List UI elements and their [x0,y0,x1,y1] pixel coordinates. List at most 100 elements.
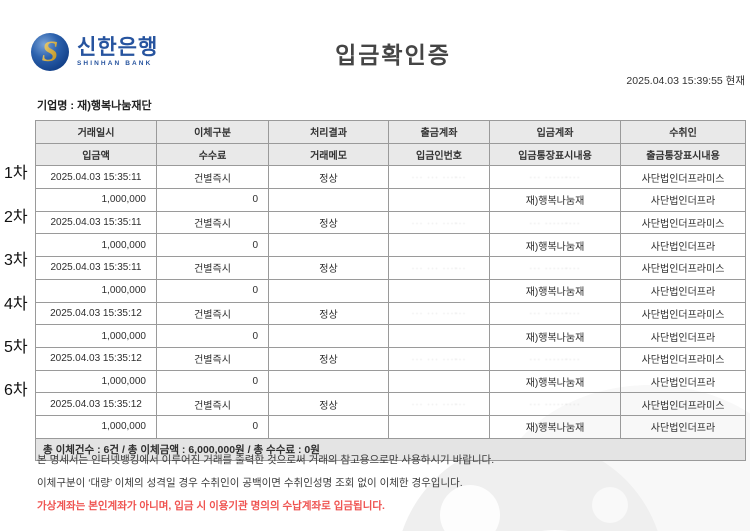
col-header-fee: 수수료 [156,142,269,167]
bank-logo-icon: S [31,33,69,71]
cell-datetime: 2025.04.03 15:35:11 [35,256,157,280]
cell-payer-number [388,233,490,258]
table-row: 2025.04.03 15:35:12 건별즉시 정상 ··· ··· ···-… [35,301,746,326]
cell-deposit-passbook: 재)행복나눔재 [489,188,621,212]
cell-deposit-account: ··· ·····-··· [489,392,621,416]
cell-datetime: 2025.04.03 15:35:12 [35,301,157,326]
cell-withdraw-account: ··· ··· ···-·· [388,346,490,371]
cell-result: 정상 [268,392,389,416]
cell-withdraw-passbook: 사단법인더프라 [620,278,746,303]
transaction-table: 거래일시 이체구분 처리결과 출금계좌 입금계좌 수취인 입금액 수수료 거래메… [35,120,746,462]
cell-withdraw-account: ··· ··· ···-·· [388,301,490,326]
col-header-payee: 수취인 [620,120,746,144]
cell-amount: 1,000,000 [35,369,157,394]
cell-fee: 0 [156,414,269,439]
cell-deposit-account: ··· ·····-··· [489,210,621,235]
cell-withdraw-account: ··· ··· ···-·· [388,165,490,190]
cell-transfer-type: 건별즉시 [156,256,269,280]
cell-withdraw-account: ··· ··· ···-·· [388,210,490,235]
col-header-amount: 입금액 [35,142,157,167]
cell-deposit-account: ··· ·····-··· [489,301,621,326]
col-header-deposit-account: 입금계좌 [489,120,621,144]
cell-datetime: 2025.04.03 15:35:11 [35,165,157,190]
cell-memo [268,369,389,394]
cell-datetime: 2025.04.03 15:35:12 [35,392,157,416]
cell-payee: 사단법인더프라미스 [620,256,746,280]
cell-fee: 0 [156,188,269,212]
bank-name-en: SHINHAN BANK [77,59,153,67]
col-header-memo: 거래메모 [268,142,389,167]
table-row: 1,000,000 0 재)행복나눔재 사단법인더프라 [35,188,746,212]
table-row: 1,000,000 0 재)행복나눔재 사단법인더프라 [35,324,746,348]
cell-transfer-type: 건별즉시 [156,210,269,235]
cell-datetime: 2025.04.03 15:35:12 [35,346,157,371]
col-header-deposit-passbook: 입금통장표시내용 [489,142,621,167]
cell-deposit-account: ··· ·····-··· [489,165,621,190]
cell-memo [268,233,389,258]
cell-payee: 사단법인더프라미스 [620,165,746,190]
cell-payer-number [388,188,490,212]
cell-fee: 0 [156,233,269,258]
footer-note-warning: 가상계좌는 본인계좌가 아니며, 입금 시 이용기관 명의의 수납계좌로 입금됩… [37,500,385,512]
cell-fee: 0 [156,278,269,303]
shinhan-logo: S 신한은행 SHINHAN BANK [30,32,158,72]
table-row: 2025.04.03 15:35:12 건별즉시 정상 ··· ··· ···-… [35,346,746,371]
cell-deposit-passbook: 재)행복나눔재 [489,369,621,394]
cell-result: 정상 [268,210,389,235]
table-row: 1,000,000 0 재)행복나눔재 사단법인더프라 [35,233,746,258]
cell-transfer-type: 건별즉시 [156,301,269,326]
company-name: 기업명 : 재)행복나눔재단 [37,100,152,112]
totals-row: 총 이체건수 : 6건 / 총 이체금액 : 6,000,000원 / 총 수수… [35,437,746,462]
footer-notes: 본 명세서는 인터넷뱅킹에서 이루어진 거래를 출력한 것으로써 거래의 참고용… [37,454,494,513]
cell-amount: 1,000,000 [35,414,157,439]
cell-deposit-passbook: 재)행복나눔재 [489,414,621,439]
col-header-result: 처리결과 [268,120,389,144]
cell-payee: 사단법인더프라미스 [620,346,746,371]
cell-memo [268,414,389,439]
table-row: 2025.04.03 15:35:12 건별즉시 정상 ··· ··· ···-… [35,392,746,416]
cell-withdraw-account: ··· ··· ···-·· [388,392,490,416]
cell-transfer-type: 건별즉시 [156,392,269,416]
row-label: 5차 [4,339,28,356]
page-title: 입금확인증 [335,42,451,68]
footer-note-1: 본 명세서는 인터넷뱅킹에서 이루어진 거래를 출력한 것으로써 거래의 참고용… [37,454,495,466]
table-row: 2025.04.03 15:35:11 건별즉시 정상 ··· ··· ···-… [35,210,746,235]
cell-fee: 0 [156,369,269,394]
cell-deposit-passbook: 재)행복나눔재 [489,324,621,348]
table-row: 2025.04.03 15:35:11 건별즉시 정상 ··· ··· ···-… [35,256,746,280]
cell-withdraw-passbook: 사단법인더프라 [620,233,746,258]
row-label: 6차 [4,382,28,400]
table-header-row-primary: 거래일시 이체구분 처리결과 출금계좌 입금계좌 수취인 [35,120,746,144]
cell-payee: 사단법인더프라미스 [620,392,746,416]
table-row: 2025.04.03 15:35:11 건별즉시 정상 ··· ··· ···-… [35,165,746,190]
svg-text:S: S [42,35,59,68]
cell-withdraw-passbook: 사단법인더프라 [620,414,746,439]
cell-payer-number [388,369,490,394]
cell-deposit-passbook: 재)행복나눔재 [489,233,621,258]
cell-payee: 사단법인더프라미스 [620,210,746,235]
cell-amount: 1,000,000 [35,233,157,258]
bank-name: 신한은행 [77,35,159,59]
cell-transfer-type: 건별즉시 [156,346,269,371]
row-label: 4차 [4,295,28,313]
row-label: 3차 [4,252,28,270]
timestamp: 2025.04.03 15:39:55 현재 [626,75,745,87]
cell-deposit-account: ··· ·····-··· [489,256,621,280]
table-header-row-secondary: 입금액 수수료 거래메모 입금인번호 입금통장표시내용 출금통장표시내용 [35,142,746,167]
table-row: 1,000,000 0 재)행복나눔재 사단법인더프라 [35,369,746,394]
cell-transfer-type: 건별즉시 [156,165,269,190]
col-header-payer-number: 입금인번호 [388,142,490,167]
col-header-transfer-type: 이체구분 [156,120,269,144]
cell-withdraw-account: ··· ··· ···-·· [388,256,490,280]
totals-text: 총 이체건수 : 6건 / 총 이체금액 : 6,000,000원 / 총 수수… [35,437,746,462]
cell-result: 정상 [268,301,389,326]
row-label: 1차 [4,165,28,183]
cell-amount: 1,000,000 [35,188,157,212]
cell-payer-number [388,278,490,303]
col-header-withdraw-account: 출금계좌 [388,120,490,144]
row-label: 2차 [4,208,28,226]
cell-result: 정상 [268,165,389,190]
cell-memo [268,278,389,303]
cell-memo [268,324,389,348]
